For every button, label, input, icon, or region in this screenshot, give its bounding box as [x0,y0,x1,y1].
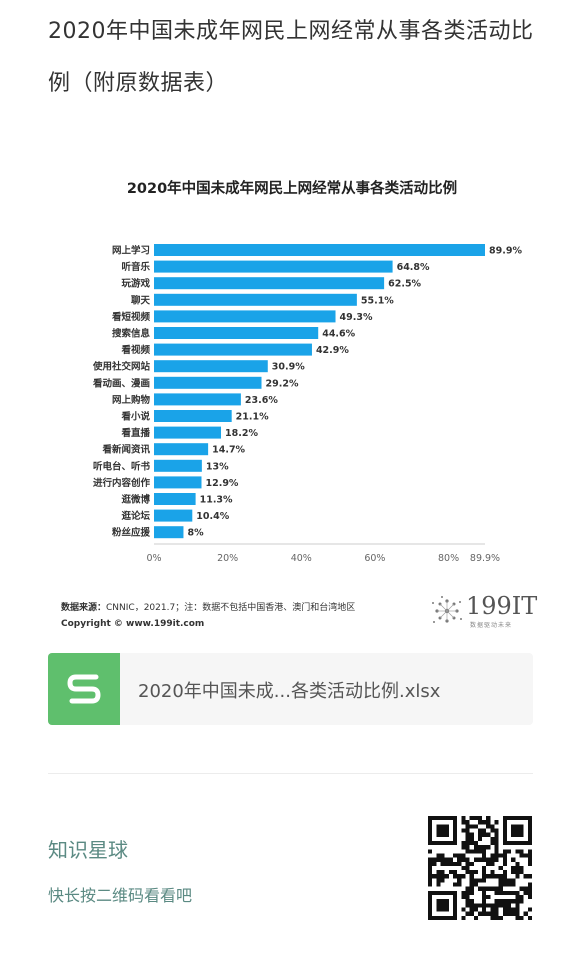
bar [154,360,268,373]
category-label: 网上学习 [112,245,150,257]
chart-title: 2020年中国未成年网民上网经常从事各类活动比例 [127,179,457,197]
logo-subtitle: 数据驱动未来 [470,622,513,629]
bar [154,244,485,256]
promo-subtitle: 快长按二维码看看吧 [48,886,193,905]
dandelion-logo-icon [432,596,462,623]
bars-layer: 网上学习 89.9% 听音乐 64.8% 玩游戏 62.5% 聊天 55.1% 看短视频 49.3… [92,244,522,539]
category-label: 逛论坛 [121,510,150,522]
bar [154,526,184,539]
value-label: 42.9% [316,345,349,356]
x-tick-label: 0% [146,553,161,564]
value-label: 8% [187,528,204,539]
value-label: 10.4% [196,511,229,522]
logo-text: 199IT [466,592,538,620]
category-label: 使用社交网站 [92,361,151,373]
source-label: 数据来源： [61,603,107,613]
x-tick-label: 89.9% [470,553,500,564]
divider [48,773,533,774]
x-tick-label: 60% [364,553,385,564]
value-label: 64.8% [397,262,430,273]
promo-title: 知识星球 [48,838,128,862]
category-label: 听音乐 [121,261,150,273]
category-label: 看动画、漫画 [93,377,150,389]
category-label: 聊天 [131,294,151,306]
bar [154,277,385,290]
category-label: 进行内容创作 [93,477,151,489]
spreadsheet-s-icon [48,653,120,725]
source-text: CNNIC，2021.7；注：数据不包括中国香港、澳门和台湾地区 [106,603,356,613]
bar-chart: 2020年中国未成年网民上网经常从事各类活动比例 网上学习 89.9% 听音乐 64.… [92,179,522,564]
value-label: 14.7% [212,445,245,456]
chart-image: 2020年中国未成年网民上网经常从事各类活动比例 网上学习 89.9% 听音乐 64.… [48,160,538,640]
category-label: 听电台、听书 [93,460,151,472]
bar [154,343,312,356]
x-tick-label: 80% [438,553,459,564]
bar [154,509,193,522]
category-label: 看视频 [121,344,150,356]
category-label: 玩游戏 [121,278,150,290]
category-label: 看短视频 [112,311,151,323]
copyright-text: Copyright © www.199it.com [61,619,205,629]
value-label: 44.6% [322,329,355,340]
ticks-layer: 0% 20% 40% 60% 80% 89.9% [146,553,500,564]
value-label: 49.3% [340,312,373,323]
bar [154,393,241,406]
value-label: 21.1% [236,412,269,423]
x-tick-label: 20% [217,553,238,564]
bar [154,493,196,505]
bar [154,310,336,323]
bar [154,293,357,306]
bar [154,443,209,456]
category-label: 看直播 [121,427,150,439]
value-label: 18.2% [225,428,258,439]
file-name: 2020年中国未成...各类活动比例.xlsx [138,681,441,702]
value-label: 89.9% [489,246,522,257]
category-label: 网上购物 [112,394,151,406]
qr-code-icon[interactable] [428,816,532,920]
value-label: 12.9% [205,478,238,489]
category-label: 看小说 [121,411,150,423]
x-tick-label: 40% [291,553,312,564]
category-label: 粉丝应援 [112,527,151,539]
bar [154,426,222,439]
bar [154,260,393,273]
value-label: 30.9% [272,362,305,373]
chart-source: 数据来源：CNNIC，2021.7；注：数据不包括中国香港、澳门和台湾地区 Co… [61,600,355,632]
category-label: 逛微博 [121,494,150,506]
value-label: 23.6% [245,395,278,406]
logo: 199IT 数据驱动未来 [430,592,540,632]
bar [154,327,319,339]
category-label: 看新闻资讯 [102,444,150,456]
bar [154,476,202,489]
bar [154,376,262,389]
value-label: 62.5% [388,279,421,290]
value-label: 55.1% [361,295,394,306]
article-title: 2020年中国未成年网民上网经常从事各类活动比例（附原数据表） [48,19,534,96]
bar [154,459,202,472]
file-attachment[interactable]: 2020年中国未成...各类活动比例.xlsx [48,653,533,725]
value-label: 29.2% [266,378,299,389]
value-label: 13% [206,461,229,472]
value-label: 11.3% [200,495,233,506]
bar [154,410,232,422]
category-label: 搜索信息 [112,328,151,340]
